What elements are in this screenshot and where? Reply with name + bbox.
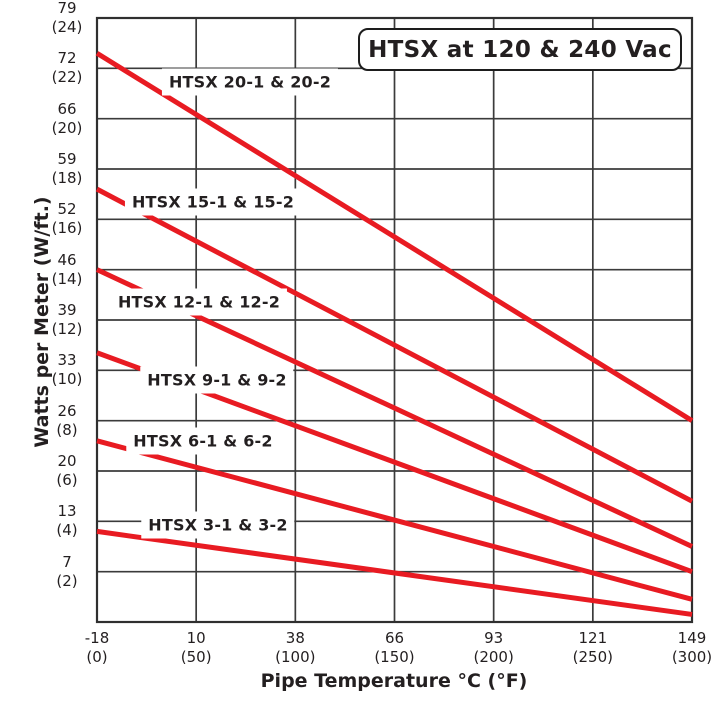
series-line-htsx-3: [96, 528, 693, 617]
series-line-htsx-6: [96, 438, 693, 602]
x-tick-label: 149 (300): [671, 629, 713, 666]
y-tick-label: 59 (18): [51, 150, 83, 187]
series-label-htsx-12: HTSX 12-1 & 12-2: [110, 288, 288, 316]
x-axis-title: Pipe Temperature °C (°F): [260, 670, 528, 692]
y-tick-label: 52 (16): [51, 200, 83, 238]
series-line-htsx-12: [95, 267, 694, 549]
y-tick-label: 33 (10): [51, 351, 83, 389]
y-tick-label: 7 (2): [56, 552, 78, 590]
y-tick-label: 79 (24): [51, 0, 83, 36]
x-tick-label: 93 (200): [473, 629, 514, 666]
x-tick-label: 10 (50): [180, 629, 212, 666]
y-tick-label: 39 (12): [51, 301, 83, 338]
x-tick-label: 66 (150): [374, 629, 415, 666]
series-line-htsx-20: [95, 51, 694, 423]
x-tick-label: 38 (100): [275, 629, 316, 666]
y-tick-label: 20 (6): [56, 452, 78, 489]
x-tick-label: 121 (250): [572, 629, 613, 666]
series-label-htsx-6: HTSX 6-1 & 6-2: [126, 427, 280, 455]
series-label-htsx-3: HTSX 3-1 & 3-2: [141, 511, 295, 539]
y-tick-label: 66 (20): [51, 99, 83, 137]
series-line-htsx-15: [95, 186, 694, 504]
chart-title: HTSX at 120 & 240 Vac: [368, 36, 672, 63]
y-tick-label: 13 (4): [56, 502, 78, 540]
series-label-htsx-20: HTSX 20-1 & 20-2: [161, 68, 339, 96]
series-label-htsx-15: HTSX 15-1 & 15-2: [124, 188, 302, 216]
plot-border: [95, 16, 694, 624]
series-label-htsx-9: HTSX 9-1 & 9-2: [140, 366, 294, 394]
chart-title-box: HTSX at 120 & 240 Vac: [358, 28, 682, 71]
y-tick-label: 26 (8): [56, 401, 78, 439]
y-tick-label: 72 (22): [51, 49, 83, 87]
y-tick-label: 46 (14): [51, 250, 83, 288]
x-tick-label: -18 (0): [84, 629, 110, 666]
